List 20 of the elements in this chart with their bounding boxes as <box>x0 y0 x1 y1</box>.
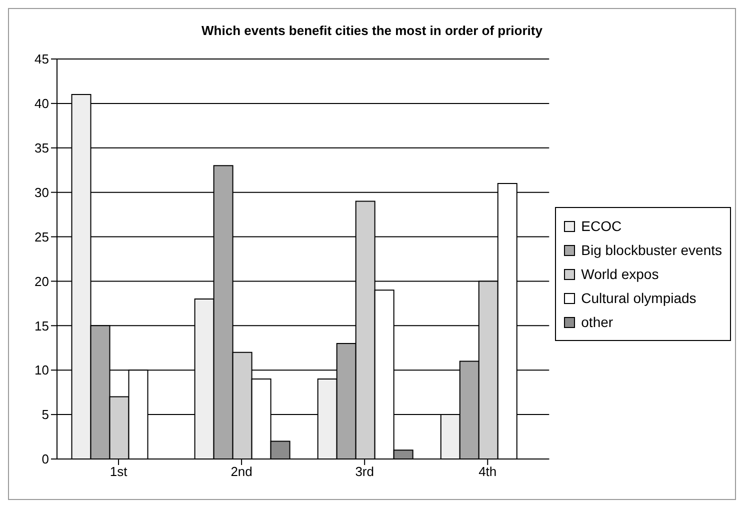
y-tick-label: 5 <box>42 407 49 422</box>
legend-label: ECOC <box>581 217 622 236</box>
x-tick-label: 3rd <box>355 464 374 480</box>
legend-label: Cultural olympiads <box>581 289 696 308</box>
y-tick-label: 40 <box>34 96 49 112</box>
y-tick-label: 15 <box>34 318 49 334</box>
x-tick-label: 1st <box>110 464 128 480</box>
legend-label: Big blockbuster events <box>581 241 722 260</box>
y-tick-label: 30 <box>34 184 49 200</box>
y-tick-label: 25 <box>34 229 49 244</box>
x-tick-label: 2nd <box>230 464 252 480</box>
y-tick-label: 35 <box>34 140 49 156</box>
legend-label: World expos <box>581 265 659 284</box>
y-tick-label: 45 <box>34 52 49 67</box>
y-tick-label: 10 <box>34 362 49 378</box>
y-tick-label: 20 <box>34 274 49 289</box>
x-tick-label: 4th <box>478 464 497 480</box>
legend-label: other <box>581 313 614 332</box>
y-tick-label: 0 <box>42 452 49 467</box>
chart-title: Which events benefit cities the most in order of priority <box>200 22 544 40</box>
